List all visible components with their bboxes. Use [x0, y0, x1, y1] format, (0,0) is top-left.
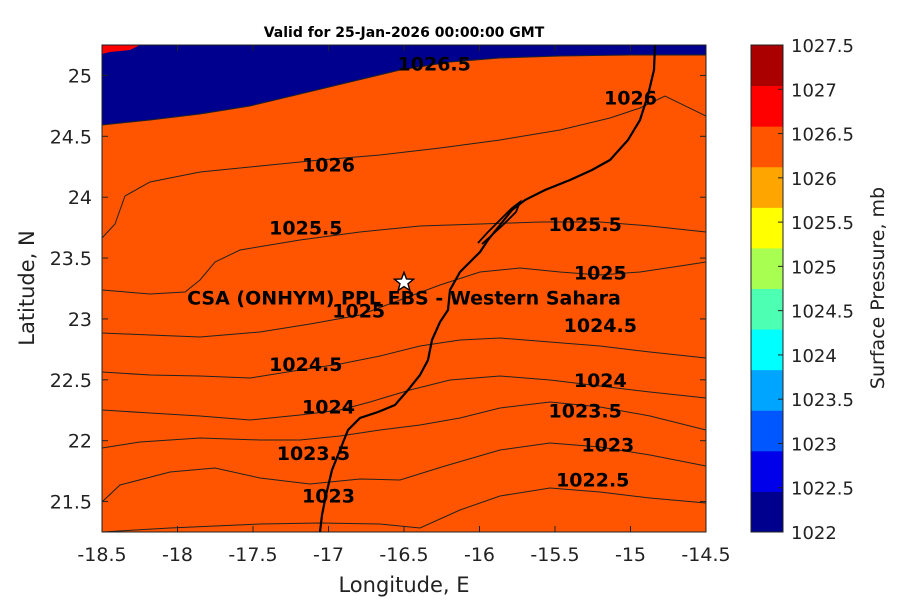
map-title: Valid for 25-Jan-2026 00:00:00 GMT: [264, 25, 545, 41]
colorbar-segment: [751, 126, 783, 168]
contour-label: 1022.5: [556, 470, 629, 492]
colorbar-segment: [751, 329, 783, 371]
colorbar-segment: [751, 369, 783, 411]
x-tick-label: -17.5: [228, 544, 277, 566]
x-axis-label: Longitude, E: [338, 573, 469, 597]
y-tick-label: 22: [68, 431, 92, 453]
y-ticks: 21.5 22 22.5 23 23.5 24 24.5 25: [50, 65, 706, 514]
colorbar: 1022 1022.5 1023 1023.5 1024 1024.5 1025 1025.5…: [750, 36, 854, 544]
colorbar-segment: [751, 288, 783, 330]
plot-area: [102, 45, 706, 532]
colorbar-segment: [751, 207, 783, 249]
y-tick-label: 24: [68, 187, 92, 209]
y-axis-label: Latitude, N: [15, 230, 39, 346]
contour-label: 1024.5: [564, 315, 637, 337]
contour-label: 1025: [332, 300, 385, 322]
y-tick-label: 21.5: [50, 492, 92, 514]
contour-label: 1023.5: [277, 443, 350, 465]
contour-label: 1026: [604, 87, 657, 109]
x-tick-label: -16: [464, 544, 495, 566]
contour-label: 1026: [302, 154, 355, 176]
colorbar-tick-label: 1027: [791, 80, 837, 101]
x-tick-label: -16.5: [379, 544, 428, 566]
x-tick-label: -14.5: [681, 544, 730, 566]
colorbar-tick-label: 1026.5: [791, 125, 854, 146]
star-icon: [392, 270, 416, 293]
y-tick-label: 22.5: [50, 370, 92, 392]
colorbar-tick-label: 1023: [791, 434, 837, 455]
colorbar-tick-label: 1022.5: [791, 479, 854, 500]
contour-label: 1025.5: [269, 218, 342, 240]
colorbar-tick-label: 1027.5: [791, 36, 854, 57]
x-tick-label: -18: [162, 544, 193, 566]
contour-lines: [102, 54, 706, 532]
colorbar-segment: [751, 45, 783, 87]
contour-label: 1024: [302, 397, 355, 419]
x-tick-label: -17: [313, 544, 344, 566]
contour-label: 1024: [574, 370, 627, 392]
colorbar-frame: [750, 44, 784, 533]
colorbar-segment: [751, 166, 783, 208]
colorbar-tick-label: 1024.5: [791, 302, 854, 323]
colorbar-segment: [751, 85, 783, 127]
colorbar-tick-label: 1024: [791, 346, 837, 367]
colorbar-segment: [751, 410, 783, 452]
x-tick-label: -15.5: [530, 544, 579, 566]
colorbar-tick-label: 1026: [791, 169, 837, 190]
contour-labels: 1026.5 1026 1026 1025.5 1025.5 1025 1025 1024.5…: [269, 53, 657, 507]
coastline-inlet: [477, 199, 523, 245]
y-tick-label: 25: [68, 65, 92, 87]
coastline: [318, 45, 657, 532]
colorbar-tick-label: 1023.5: [791, 390, 854, 411]
colorbar-tick-label: 1022: [791, 523, 837, 544]
contour-label: 1023.5: [549, 400, 622, 422]
y-tick-label: 23: [68, 309, 92, 331]
colorbar-tick-label: 1025.5: [791, 213, 854, 234]
colorbar-label: Surface Pressure, mb: [867, 187, 889, 389]
contour-label: 1023: [581, 434, 634, 456]
x-tick-label: -18.5: [77, 544, 126, 566]
contour-label: 1025: [574, 263, 627, 285]
colorbar-tick-label: 1025: [791, 257, 837, 278]
contour-label: 1024.5: [269, 354, 342, 376]
contour-label: 1026.5: [398, 53, 471, 75]
x-tick-label: -15: [615, 544, 646, 566]
contour-label: 1023: [302, 485, 355, 507]
band-1026.5: [102, 55, 706, 532]
colorbar-segment: [751, 491, 783, 533]
y-tick-label: 24.5: [50, 126, 92, 148]
colorbar-segment: [751, 450, 783, 492]
band-1027: [102, 45, 140, 54]
y-tick-label: 23.5: [50, 248, 92, 270]
colorbar-segment: [751, 247, 783, 289]
site-marker: CSA (ONHYM) PPL EBS - Western Sahara: [187, 270, 621, 309]
site-label: CSA (ONHYM) PPL EBS - Western Sahara: [187, 287, 621, 309]
contour-label: 1025.5: [549, 214, 622, 236]
x-ticks: -18.5 -18 -17.5 -17 -16.5 -16 -15.5 -15 -14.5: [77, 45, 731, 566]
